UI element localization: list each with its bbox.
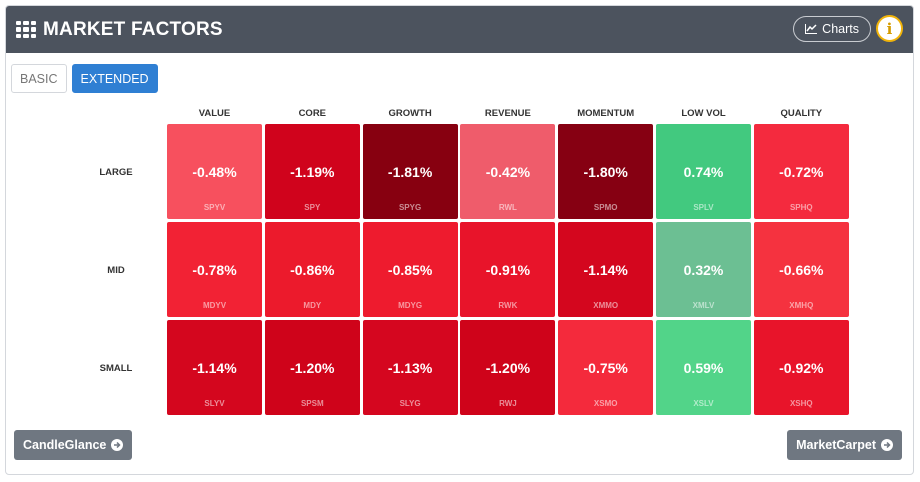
arrow-right-circle-icon [111, 439, 124, 451]
factor-cell[interactable]: -0.48% SPYV [167, 124, 262, 219]
cell-ticker: XMLV [692, 301, 715, 310]
tab-extended[interactable]: EXTENDED [71, 64, 158, 93]
grid-icon [16, 20, 36, 39]
cell-ticker: MDY [303, 301, 322, 310]
cell-value: -0.86% [290, 262, 335, 278]
cell-ticker: SPYV [203, 203, 226, 212]
cell-value: -1.20% [485, 360, 531, 376]
charts-button[interactable]: Charts [793, 16, 871, 42]
cell-ticker: SPMO [593, 203, 618, 212]
column-header: REVENUE [484, 108, 531, 119]
panel-header: MARKET FACTORS Charts i [6, 6, 913, 53]
cell-ticker: SPY [304, 203, 321, 212]
cell-value: -1.14% [192, 360, 237, 376]
cell-value: -0.92% [779, 360, 824, 376]
cell-ticker: XSHQ [789, 399, 813, 408]
factor-cell[interactable]: -1.20% RWJ [460, 320, 556, 415]
factor-cell[interactable]: -0.42% RWL [460, 124, 556, 219]
factor-cell[interactable]: -1.14% SLYV [167, 320, 262, 415]
cell-value: -1.19% [290, 164, 335, 180]
cell-ticker: SLYV [204, 399, 225, 408]
market-factors-panel: MARKET FACTORS Charts i BASIC EXTENDED V… [5, 5, 914, 475]
cell-ticker: SPSM [300, 399, 324, 408]
factor-cell[interactable]: -0.86% MDY [264, 222, 360, 317]
info-button[interactable]: i [876, 15, 903, 42]
line-chart-icon [805, 24, 818, 34]
row-header: LARGE [99, 167, 133, 178]
factor-cell[interactable]: -0.92% XSHQ [753, 320, 849, 415]
cell-ticker: SPHQ [789, 203, 813, 212]
factor-cell[interactable]: 0.32% XMLV [656, 222, 751, 317]
column-header: GROWTH [388, 108, 432, 119]
column-header: VALUE [198, 108, 231, 119]
factor-cell[interactable]: -1.13% SLYG [362, 320, 458, 415]
arrow-right-circle-icon [881, 439, 893, 451]
candleglance-label: CandleGlance [23, 438, 107, 452]
factor-cell[interactable]: -1.14% XMMO [558, 222, 654, 317]
factor-cell[interactable]: -0.78% MDYV [167, 222, 262, 317]
charts-button-label: Charts [822, 22, 859, 36]
cell-value: -0.48% [192, 164, 237, 180]
cell-ticker: SLYG [399, 399, 421, 408]
view-tabs: BASIC EXTENDED [11, 64, 158, 93]
factor-cell[interactable]: -1.81% SPYG [362, 124, 458, 219]
factor-cell[interactable]: -0.85% MDYG [362, 222, 458, 317]
factor-cell[interactable]: -1.20% SPSM [264, 320, 360, 415]
column-header: LOW VOL [681, 108, 726, 119]
factor-cell[interactable]: 0.59% XSLV [656, 320, 751, 415]
factor-cell[interactable]: -0.72% SPHQ [753, 124, 849, 219]
cell-value: -1.13% [387, 360, 433, 376]
column-header: CORE [298, 108, 327, 119]
tab-basic[interactable]: BASIC [11, 64, 67, 93]
cell-value: -1.14% [583, 262, 628, 278]
column-header: QUALITY [780, 108, 823, 119]
panel-title: MARKET FACTORS [43, 18, 223, 40]
row-header: SMALL [99, 363, 133, 374]
candleglance-button[interactable]: CandleGlance [14, 430, 133, 460]
cell-value: 0.74% [683, 164, 724, 180]
cell-ticker: RWL [498, 203, 517, 212]
cell-value: 0.32% [683, 262, 724, 278]
factor-cell[interactable]: -0.75% XSMO [558, 320, 654, 415]
marketcarpet-label: MarketCarpet [796, 438, 876, 452]
factor-cell[interactable]: -0.91% RWK [460, 222, 556, 317]
cell-ticker: XMMO [593, 301, 619, 310]
factor-cell[interactable]: -1.80% SPMO [558, 124, 654, 219]
info-icon: i [886, 19, 893, 38]
cell-value: -0.78% [192, 262, 237, 278]
cell-ticker: MDYG [398, 301, 423, 310]
column-header: MOMENTUM [577, 108, 635, 119]
cell-ticker: RWK [498, 301, 518, 310]
cell-value: -0.42% [485, 164, 531, 180]
cell-value: -0.85% [387, 262, 433, 278]
factor-cell[interactable]: 0.74% SPLV [656, 124, 751, 219]
marketcarpet-button[interactable]: MarketCarpet [787, 430, 902, 460]
row-header: MID [107, 265, 125, 276]
cell-value: -1.81% [387, 164, 433, 180]
cell-ticker: MDYV [202, 301, 227, 310]
factor-cell[interactable]: -0.66% XMHQ [753, 222, 849, 317]
cell-value: -1.80% [583, 164, 628, 180]
cell-ticker: XMHQ [789, 301, 814, 310]
cell-value: -1.20% [290, 360, 335, 376]
cell-ticker: SPYG [398, 203, 422, 212]
cell-ticker: XSLV [693, 399, 714, 408]
cell-ticker: SPLV [693, 203, 714, 212]
cell-value: -0.66% [779, 262, 824, 278]
cell-value: -0.75% [583, 360, 628, 376]
cell-ticker: RWJ [499, 399, 517, 408]
cell-value: -0.91% [485, 262, 531, 278]
factor-cell[interactable]: -1.19% SPY [264, 124, 360, 219]
cell-ticker: XSMO [593, 399, 618, 408]
cell-value: 0.59% [683, 360, 724, 376]
cell-value: -0.72% [779, 164, 824, 180]
